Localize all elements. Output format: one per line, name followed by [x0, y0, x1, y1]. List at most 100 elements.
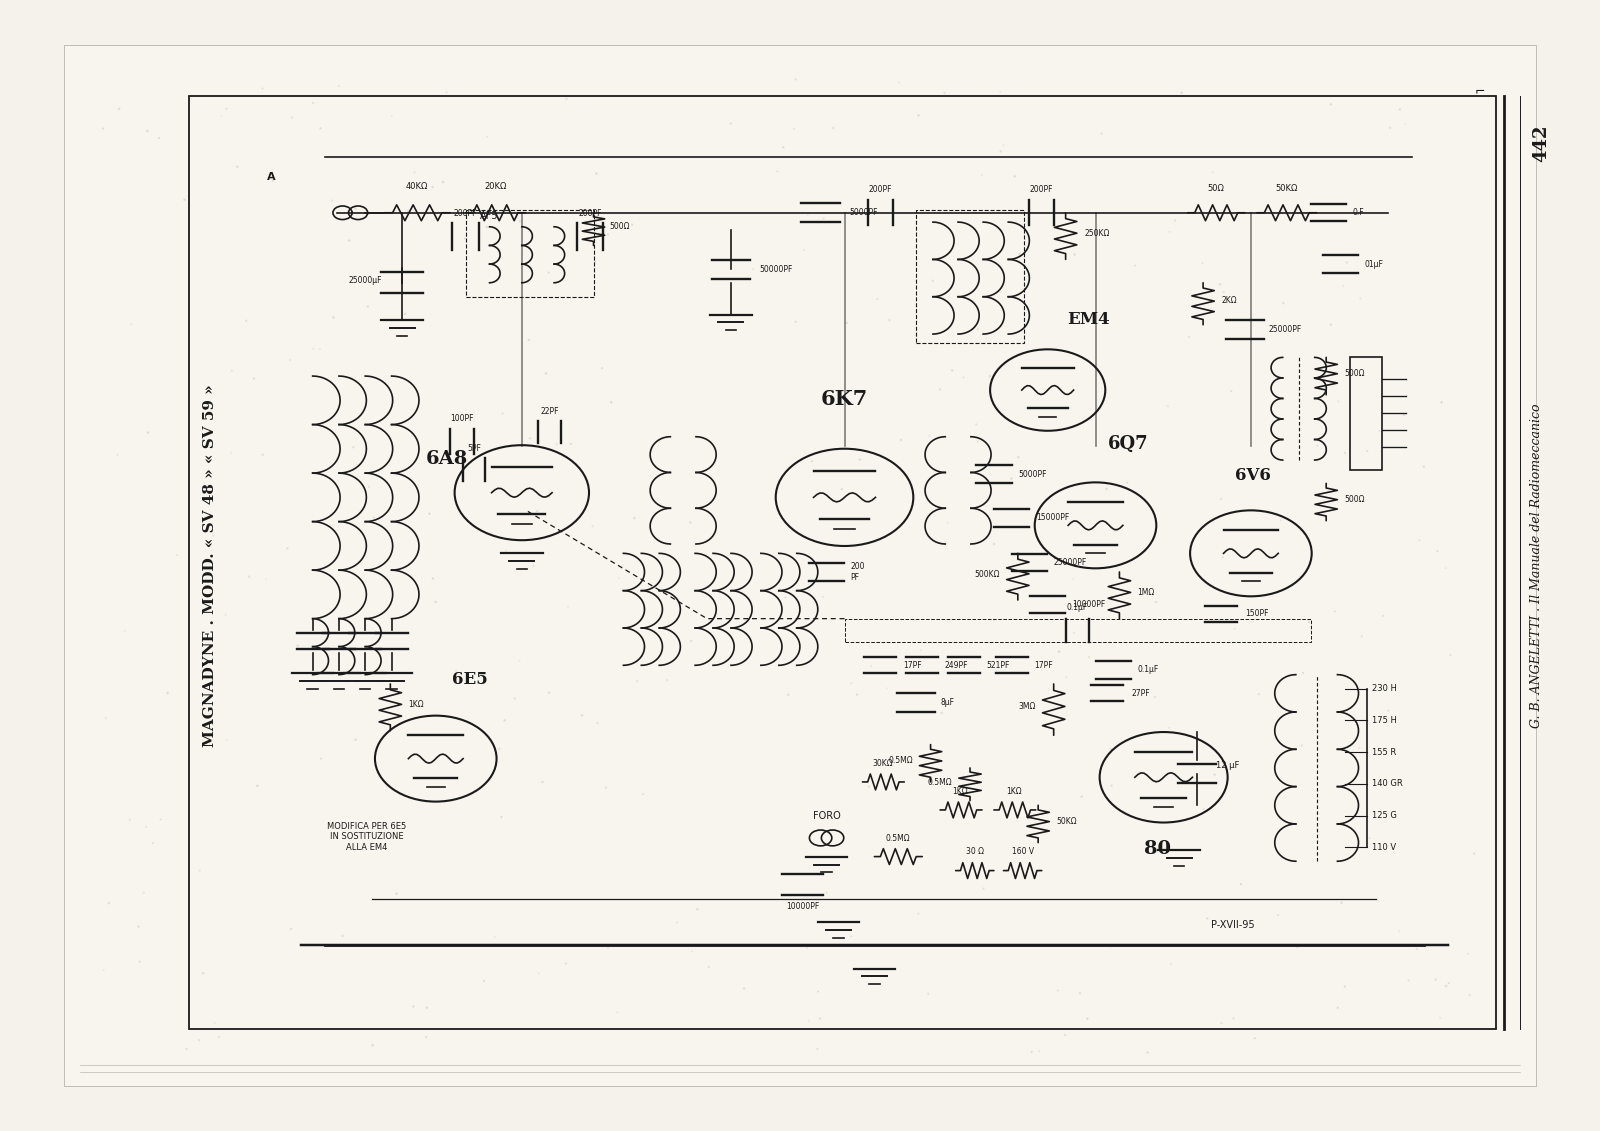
Point: [838, 674, 864, 692]
Point: [214, 731, 240, 749]
Point: [507, 651, 533, 670]
Point: [598, 394, 624, 412]
Point: [834, 313, 859, 331]
Text: 1MΩ: 1MΩ: [1138, 588, 1155, 597]
Point: [978, 368, 1003, 386]
Point: [1222, 620, 1248, 638]
Point: [278, 920, 304, 938]
Point: [1158, 955, 1184, 973]
Point: [990, 137, 1016, 155]
Point: [771, 138, 797, 156]
Point: [814, 883, 840, 901]
Point: [584, 714, 610, 732]
Point: [718, 114, 744, 132]
Point: [474, 218, 499, 236]
Text: 8μF: 8μF: [941, 698, 954, 707]
Point: [482, 929, 507, 947]
Point: [93, 709, 118, 727]
Text: 30 Ω: 30 Ω: [966, 847, 984, 856]
Point: [219, 443, 245, 461]
Point: [1290, 664, 1315, 682]
Point: [1422, 970, 1448, 988]
Point: [664, 914, 690, 932]
Point: [554, 89, 579, 107]
Text: 6V6: 6V6: [1235, 467, 1270, 484]
Point: [624, 672, 650, 690]
Text: G. B. ANGELETTI . Il Manuale del Radiomeccanico: G. B. ANGELETTI . Il Manuale del Radiome…: [1530, 404, 1542, 727]
Point: [1237, 603, 1262, 621]
Text: 1KΩ: 1KΩ: [952, 787, 968, 796]
Point: [1355, 442, 1381, 460]
Point: [554, 955, 579, 973]
Text: 500Ω: 500Ω: [610, 222, 629, 231]
Point: [1098, 740, 1123, 758]
Point: [413, 1028, 438, 1046]
Text: 0.5MΩ: 0.5MΩ: [888, 757, 912, 766]
Point: [1424, 542, 1450, 560]
Text: 0.1μF: 0.1μF: [1067, 604, 1088, 612]
Text: 6A8: 6A8: [426, 450, 469, 468]
Point: [91, 961, 117, 979]
Point: [1229, 875, 1254, 893]
Point: [1318, 95, 1344, 113]
Point: [1157, 719, 1182, 737]
Text: 22PF: 22PF: [541, 407, 558, 416]
Text: 27PF: 27PF: [1131, 689, 1150, 698]
Point: [536, 487, 562, 506]
Text: 5PF: 5PF: [467, 444, 482, 454]
Point: [1392, 115, 1418, 133]
Text: 5000PF: 5000PF: [850, 208, 878, 217]
Point: [874, 680, 899, 698]
Point: [104, 446, 130, 464]
Point: [845, 685, 870, 703]
Point: [781, 120, 806, 138]
Point: [336, 232, 362, 250]
Point: [307, 340, 333, 359]
Text: 25000PF: 25000PF: [1054, 559, 1086, 567]
Point: [982, 611, 1008, 629]
Point: [1098, 938, 1123, 956]
Point: [285, 637, 310, 655]
Text: 250KΩ: 250KΩ: [1085, 230, 1110, 239]
Text: 200PF: 200PF: [869, 185, 893, 195]
Point: [488, 808, 514, 826]
Point: [680, 942, 706, 960]
Point: [275, 539, 301, 558]
Point: [1434, 559, 1459, 577]
Point: [782, 313, 808, 331]
Point: [906, 905, 931, 923]
Point: [430, 173, 456, 191]
Point: [582, 252, 608, 270]
Point: [134, 423, 160, 441]
Text: 10000PF: 10000PF: [1072, 601, 1106, 610]
Point: [888, 431, 914, 449]
Bar: [917, 210, 1024, 344]
Point: [400, 998, 426, 1016]
Point: [1053, 668, 1078, 687]
Point: [963, 415, 989, 433]
Point: [838, 927, 864, 946]
Point: [202, 1013, 227, 1031]
Point: [342, 199, 368, 217]
Point: [1200, 163, 1226, 181]
Point: [362, 509, 387, 527]
Text: EM4: EM4: [1067, 311, 1109, 328]
Point: [594, 778, 619, 796]
Point: [939, 361, 965, 379]
Point: [219, 362, 245, 380]
Point: [309, 750, 334, 768]
Point: [1322, 603, 1347, 621]
Text: MAGNADYNE . MODD. « SV 48 » « SV 59 »: MAGNADYNE . MODD. « SV 48 » « SV 59 »: [203, 385, 216, 746]
Point: [133, 818, 158, 836]
Point: [234, 312, 259, 330]
Point: [1411, 458, 1437, 476]
Point: [517, 429, 542, 447]
Text: 110 V: 110 V: [1371, 843, 1395, 852]
Point: [846, 450, 872, 468]
Point: [1162, 211, 1187, 230]
Point: [917, 426, 942, 444]
Point: [1208, 490, 1234, 508]
Text: 521PF: 521PF: [987, 661, 1010, 670]
Point: [261, 172, 286, 190]
Point: [1357, 829, 1382, 847]
